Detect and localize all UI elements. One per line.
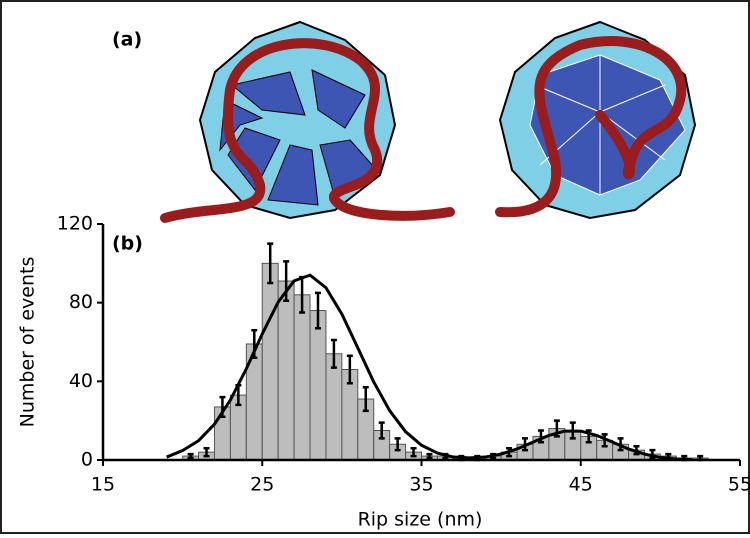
error-bar (203, 446, 210, 458)
y-tick-label: 0 (81, 449, 93, 471)
bar (293, 294, 311, 461)
error-bar (267, 242, 274, 285)
complex-closed (495, 20, 697, 220)
panel-label: (b) (112, 233, 143, 255)
error-bar (362, 385, 369, 413)
bar (261, 262, 279, 461)
error-bar (410, 446, 417, 458)
y-tick-label: 80 (69, 291, 93, 313)
error-bar (187, 452, 194, 460)
x-tick-label: 15 (91, 474, 115, 496)
error-bar (394, 437, 401, 452)
error-bar (426, 452, 433, 460)
bar (309, 310, 327, 461)
fit-line (166, 273, 693, 462)
bar (277, 280, 295, 461)
x-axis-label: Rip size (nm) (358, 509, 483, 531)
x-tick-label: 45 (569, 474, 593, 496)
complex-open (160, 20, 455, 223)
bar (325, 353, 343, 461)
x-tick-label: 55 (728, 474, 750, 496)
error-bar (346, 354, 353, 385)
error-bar (378, 421, 385, 440)
y-tick-label: 120 (57, 213, 93, 235)
error-bar (283, 260, 290, 302)
y-tick-label: 40 (69, 370, 93, 392)
x-tick-label: 25 (250, 474, 274, 496)
x-tick-label: 35 (409, 474, 433, 496)
error-bar (314, 291, 321, 330)
error-bar (330, 338, 337, 369)
panel-label: (a) (112, 29, 142, 51)
y-axis-label: Number of events (17, 257, 39, 428)
